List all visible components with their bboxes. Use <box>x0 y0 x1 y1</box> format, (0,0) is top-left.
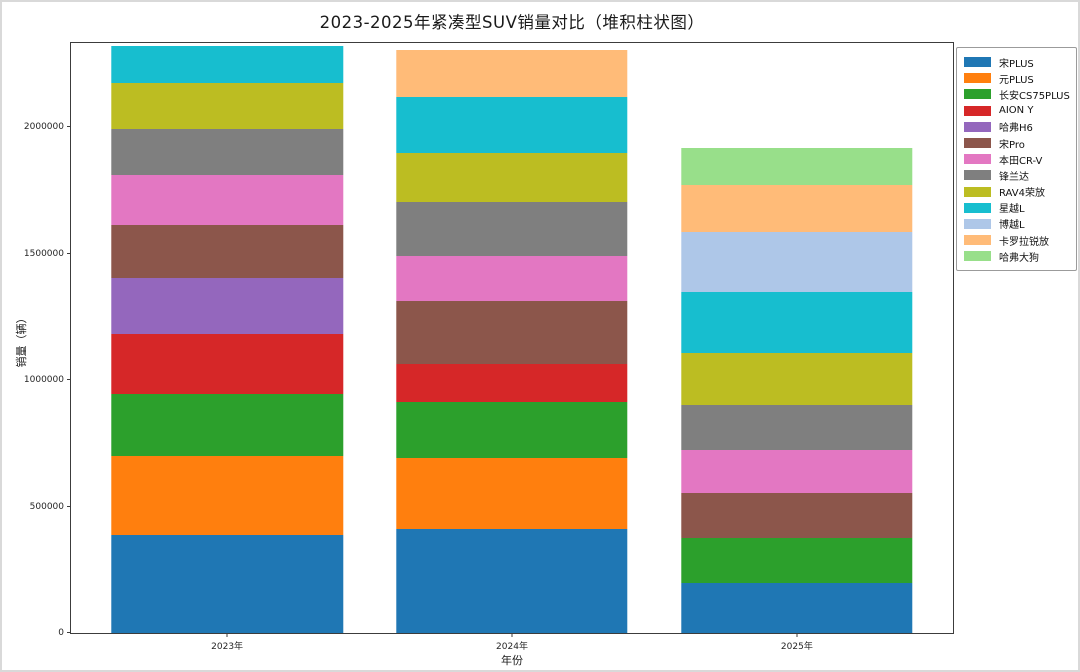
bar-segment-宋PLUS <box>396 528 628 633</box>
legend-swatch <box>964 251 991 262</box>
y-tick-mark <box>67 252 71 254</box>
chart-title: 2023-2025年紧凑型SUV销量对比（堆积柱状图） <box>319 13 705 32</box>
legend-label: 本田CR-V <box>999 155 1043 167</box>
legend-item: RAV4荣放 <box>964 184 1070 200</box>
bar-segment-RAV4荣放 <box>396 152 628 203</box>
bar-segment-卡罗拉锐放 <box>681 185 913 233</box>
bar-segment-卡罗拉锐放 <box>396 50 628 98</box>
bar-2024年 <box>396 43 628 633</box>
legend-label: 长安CS75PLUS <box>999 90 1070 102</box>
bar-segment-博越L <box>681 232 913 293</box>
bar-2023年 <box>111 43 343 633</box>
legend-item: 卡罗拉锐放 <box>964 232 1070 248</box>
x-tick-mark <box>511 633 513 637</box>
legend-item: 哈弗H6 <box>964 119 1070 135</box>
y-tick-label: 500000 <box>29 501 64 512</box>
bar-segment-本田CR-V <box>396 256 628 301</box>
bar-segment-宋Pro <box>396 300 628 364</box>
bar-segment-星越L <box>681 292 913 353</box>
legend-label: AION Y <box>999 105 1034 117</box>
legend-item: 宋PLUS <box>964 54 1070 70</box>
y-tick-label: 1000000 <box>23 375 64 386</box>
y-tick-mark <box>67 126 71 128</box>
bar-segment-宋PLUS <box>111 534 343 633</box>
legend-label: 锋兰达 <box>999 171 1029 183</box>
bar-segment-星越L <box>396 97 628 153</box>
y-tick-label: 2000000 <box>23 122 64 133</box>
legend-label: RAV4荣放 <box>999 188 1045 200</box>
y-tick-mark <box>67 632 71 633</box>
bar-segment-RAV4荣放 <box>111 83 343 129</box>
legend-label: 哈弗H6 <box>999 123 1033 135</box>
bar-segment-宋PLUS <box>681 583 913 633</box>
bar-segment-锋兰达 <box>396 202 628 257</box>
bar-segment-星越L <box>111 45 343 84</box>
bar-segment-RAV4荣放 <box>681 352 913 406</box>
bar-segment-本田CR-V <box>111 175 343 225</box>
legend-swatch <box>964 89 991 100</box>
bar-segment-宋Pro <box>681 493 913 538</box>
legend-swatch <box>964 170 991 181</box>
legend-item: 长安CS75PLUS <box>964 86 1070 102</box>
legend-item: 哈弗大狗 <box>964 248 1070 264</box>
bar-2025年 <box>681 43 913 633</box>
legend-swatch <box>964 73 991 84</box>
legend-swatch <box>964 202 991 213</box>
y-tick-label: 0 <box>58 628 64 638</box>
legend-label: 星越L <box>999 204 1025 216</box>
legend-item: 元PLUS <box>964 70 1070 86</box>
bar-segment-锋兰达 <box>681 405 913 451</box>
legend-item: 宋Pro <box>964 135 1070 151</box>
legend-swatch <box>964 154 991 165</box>
x-tick-mark <box>796 633 798 637</box>
bar-segment-AION Y <box>111 334 343 394</box>
bar-segment-长安CS75PLUS <box>396 402 628 458</box>
legend-swatch <box>964 138 991 149</box>
bar-segment-AION Y <box>396 363 628 403</box>
bar-segment-长安CS75PLUS <box>681 537 913 584</box>
legend-label: 卡罗拉锐放 <box>999 236 1049 248</box>
x-tick-label: 2025年 <box>780 642 813 652</box>
y-tick-mark <box>67 379 71 381</box>
legend-label: 哈弗大狗 <box>999 252 1039 264</box>
x-tick-label: 2024年 <box>496 642 528 652</box>
legend-swatch <box>964 218 991 229</box>
legend-swatch <box>964 121 991 132</box>
bar-segment-元PLUS <box>111 455 343 535</box>
x-tick-label: 2023年 <box>211 642 244 652</box>
y-tick-mark <box>67 505 71 507</box>
legend-swatch <box>964 186 991 197</box>
legend-item: 锋兰达 <box>964 167 1070 183</box>
bar-segment-哈弗H6 <box>111 278 343 335</box>
x-tick-mark <box>226 633 228 637</box>
bar-segment-哈弗大狗 <box>681 147 913 186</box>
bar-segment-本田CR-V <box>681 450 913 494</box>
legend-item: AION Y <box>964 103 1070 119</box>
legend-label: 博越L <box>999 220 1025 232</box>
legend-swatch <box>964 57 991 68</box>
bar-segment-宋Pro <box>111 224 343 279</box>
x-axis-label: 年份 <box>501 654 523 667</box>
legend-swatch <box>964 105 991 116</box>
legend: 宋PLUS 元PLUS 长安CS75PLUS AION Y 哈弗H6 宋Pro 本田CR-V… <box>956 47 1077 272</box>
legend-item: 博越L <box>964 216 1070 232</box>
legend-label: 宋PLUS <box>999 58 1034 70</box>
bar-segment-长安CS75PLUS <box>111 393 343 456</box>
legend-label: 宋Pro <box>999 139 1025 151</box>
legend-swatch <box>964 235 991 246</box>
plot-area: 0 500000 1000000 1500000 2000000 2023年 2024年 20… <box>24 42 954 652</box>
legend-label: 元PLUS <box>999 74 1034 86</box>
legend-item: 本田CR-V <box>964 151 1070 167</box>
bar-segment-元PLUS <box>396 457 628 529</box>
bar-segment-锋兰达 <box>111 128 343 176</box>
legend-item: 星越L <box>964 200 1070 216</box>
y-tick-label: 1500000 <box>23 248 64 259</box>
y-axis-label: 销量（辆） <box>15 312 28 368</box>
